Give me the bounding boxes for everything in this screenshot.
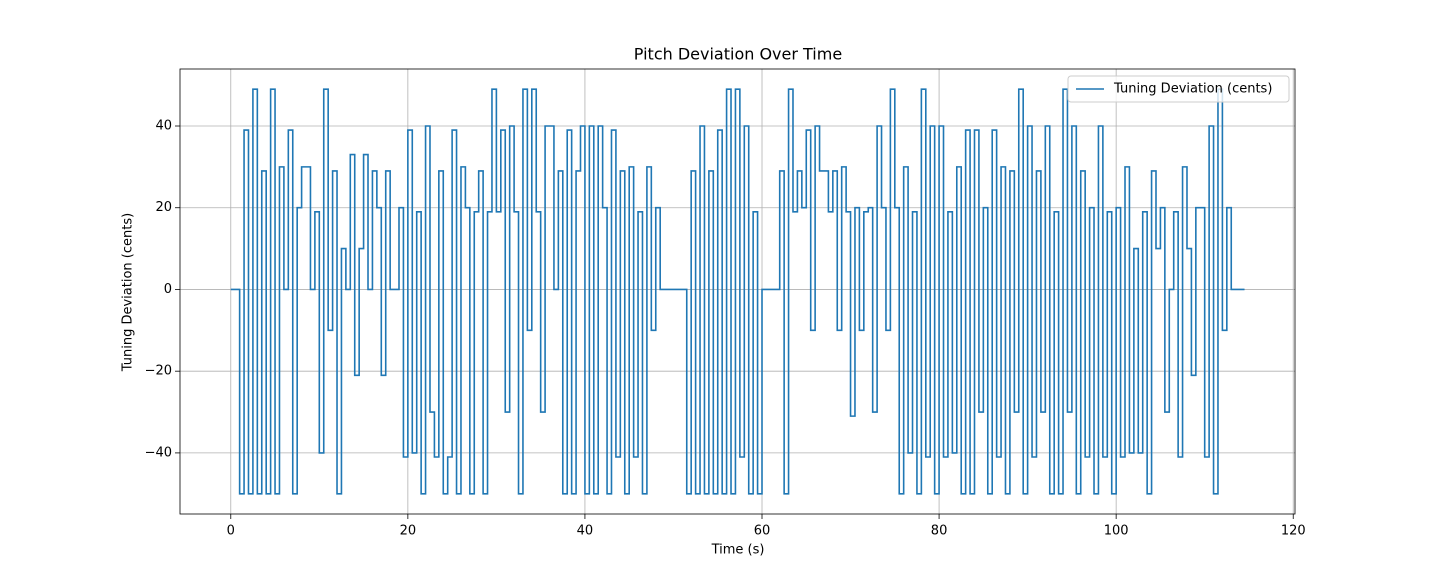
x-tick-label: 40 [577,524,594,539]
plot-frame [179,68,1296,515]
chart-title: Pitch Deviation Over Time [634,45,842,64]
x-tick-label: 0 [227,524,235,539]
x-tick-label: 20 [400,524,417,539]
legend-box [1067,75,1290,103]
x-tick-label: 60 [754,524,771,539]
x-tick-label: 80 [931,524,948,539]
x-tick-label: 100 [1104,524,1129,539]
y-tick-label: 40 [155,119,172,134]
y-tick-label: 20 [155,200,172,215]
data-line [230,88,1245,495]
y-axis-label: Tuning Deviation (cents) [121,213,136,372]
x-tick-label: 120 [1281,524,1306,539]
y-tick-label: 0 [164,282,172,297]
x-axis-label: Time (s) [711,543,765,558]
legend-label: Tuning Deviation (cents) [1113,82,1272,97]
y-tick-label: −40 [145,445,172,460]
y-tick-label: −20 [145,364,172,379]
